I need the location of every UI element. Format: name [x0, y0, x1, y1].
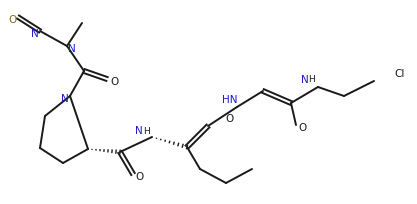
Text: O: O [136, 171, 144, 181]
Text: N: N [61, 94, 69, 103]
Text: H: H [143, 126, 149, 135]
Text: Cl: Cl [395, 69, 405, 79]
Text: O: O [110, 77, 118, 86]
Text: O: O [8, 15, 16, 25]
Text: N: N [68, 44, 76, 54]
Text: N: N [135, 125, 143, 135]
Text: HN: HN [222, 94, 238, 104]
Text: N: N [31, 29, 39, 39]
Text: O: O [299, 122, 307, 132]
Text: N: N [301, 75, 309, 85]
Text: O: O [225, 113, 233, 123]
Text: H: H [309, 75, 315, 84]
